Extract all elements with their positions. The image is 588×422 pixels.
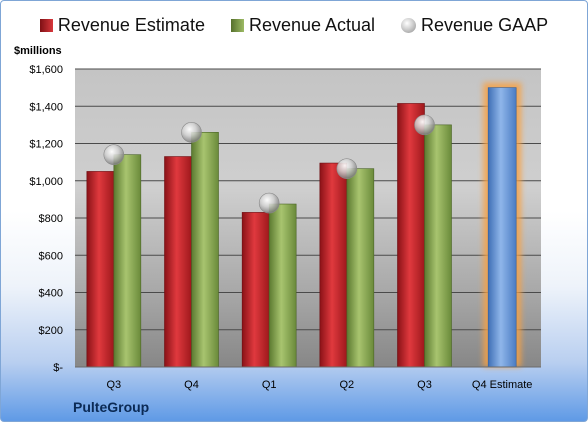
y-tick-label: $800: [39, 213, 63, 225]
bar-revenue-estimate: [397, 103, 425, 368]
legend-label-estimate: Revenue Estimate: [57, 15, 205, 35]
legend-item-estimate: Revenue Estimate: [39, 15, 205, 36]
grid-lines: [75, 68, 541, 331]
bars: [86, 82, 522, 368]
bar-revenue-estimate: [319, 162, 348, 368]
legend-swatch-actual: [230, 19, 244, 32]
y-axis-unit-label: $millions: [14, 45, 62, 57]
bar-revenue-estimate: [241, 212, 270, 368]
x-tick-label: Q2: [339, 379, 354, 391]
y-tick-label: $200: [39, 325, 63, 337]
bar-revenue-estimate: [86, 171, 115, 368]
legend-swatch-estimate: [39, 19, 53, 32]
bar-revenue-actual: [113, 154, 142, 368]
bar-revenue-actual: [191, 132, 219, 368]
marker-revenue-gaap: [181, 122, 202, 143]
y-tick-label: $600: [39, 250, 63, 262]
x-axis-ticks: Q3 Q4 Q1 Q2 Q3 Q4 Estimate: [106, 379, 532, 391]
y-tick-label: $1,200: [29, 139, 63, 151]
legend-label-actual: Revenue Actual: [248, 15, 376, 35]
legend-item-gaap: Revenue GAAP: [401, 15, 548, 36]
x-tick-label: Q3: [106, 379, 121, 391]
x-tick-label: Q4 Estimate: [472, 379, 533, 391]
y-tick-label: $400: [39, 288, 63, 300]
legend-label-gaap: Revenue GAAP: [421, 15, 549, 35]
marker-revenue-gaap: [258, 192, 280, 214]
x-tick-label: Q1: [262, 379, 277, 391]
x-tick-label: Q3: [417, 379, 432, 391]
legend-swatch-gaap: [401, 18, 417, 33]
marker-revenue-gaap: [103, 144, 125, 165]
marker-revenue-gaap: [336, 158, 358, 179]
gaap-markers: [103, 114, 435, 214]
x-tick-label: Q4: [184, 379, 199, 391]
legend-item-actual: Revenue Actual: [230, 15, 376, 36]
marker-revenue-gaap: [414, 114, 435, 136]
bar-revenue-actual: [346, 168, 375, 368]
y-tick-label: $1,000: [29, 176, 63, 188]
y-tick-label: $1,400: [29, 101, 63, 113]
y-tick-label: $1,600: [29, 64, 63, 76]
y-axis-ticks: $- $200 $400 $600 $800 $1,000 $1,200 $1,400 $1,6…: [29, 64, 63, 374]
bar-revenue-actual: [268, 203, 297, 368]
y-tick-label: $-: [53, 362, 63, 374]
bar-revenue-actual: [424, 124, 452, 368]
company-name: PulteGroup: [73, 399, 150, 415]
bar-revenue-estimate-next: [487, 87, 517, 368]
chart-legend: Revenue Estimate Revenue Actual Revenue …: [1, 15, 587, 36]
bar-revenue-estimate: [164, 156, 192, 368]
